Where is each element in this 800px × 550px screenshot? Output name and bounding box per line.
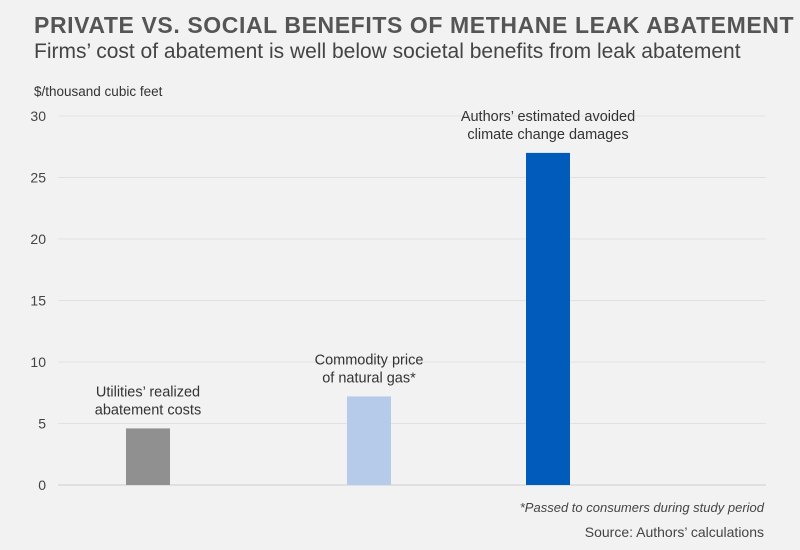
y-tick-label: 25: [30, 170, 46, 186]
bar: [347, 396, 391, 485]
bar-label: Commodity price: [315, 352, 424, 368]
y-axis-label: $/thousand cubic feet: [34, 84, 163, 99]
source-note: Source: Authors’ calculations: [584, 524, 764, 540]
y-tick-label: 5: [38, 416, 46, 432]
y-tick-label: 15: [30, 293, 46, 309]
y-tick-label: 0: [38, 477, 46, 493]
bar-label: climate change damages: [467, 127, 628, 143]
footnote: *Passed to consumers during study period: [519, 500, 764, 515]
bar-label: Utilities’ realized: [96, 384, 200, 400]
bar-label: abatement costs: [95, 402, 201, 418]
bar-label: of natural gas*: [322, 370, 416, 386]
bar: [126, 428, 170, 485]
bar: [526, 152, 570, 485]
y-tick-label: 30: [30, 108, 46, 124]
y-tick-label: 10: [30, 354, 46, 370]
chart-title: PRIVATE VS. SOCIAL BENEFITS OF METHANE L…: [34, 12, 795, 38]
bar-label: Authors’ estimated avoided: [461, 109, 635, 125]
chart-subtitle: Firms’ cost of abatement is well below s…: [34, 40, 741, 63]
y-tick-label: 20: [30, 231, 46, 247]
